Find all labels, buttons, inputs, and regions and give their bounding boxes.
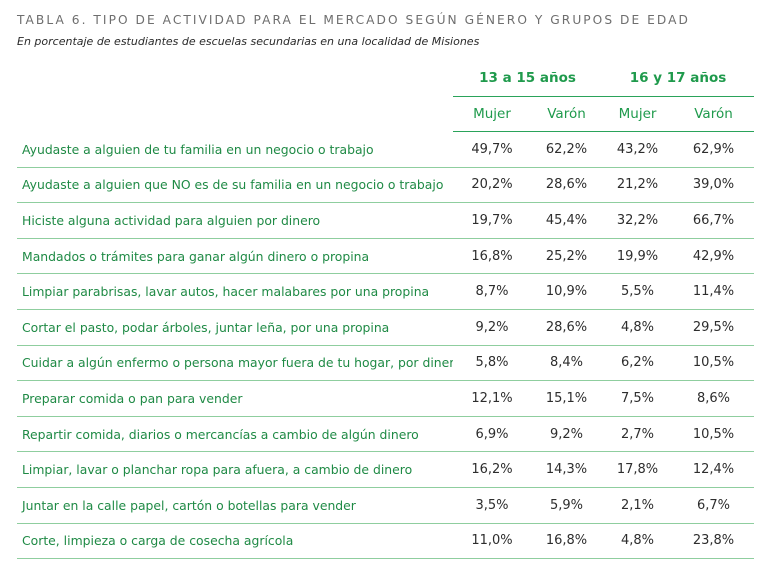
value-cell: 2,7% [602, 416, 674, 453]
table-row: Ayudaste a alguien que NO es de su famil… [17, 167, 755, 204]
row-label: Limpiar, lavar o planchar ropa para afue… [17, 451, 453, 488]
data-table: 13 a 15 años 16 y 17 años Mujer Varón Mu… [17, 60, 755, 560]
row-label: Juntar en la calle papel, cartón o botel… [17, 487, 453, 524]
group-header-13-15: 13 a 15 años [453, 60, 603, 97]
value-cell: 3,5% [453, 487, 531, 524]
subheader-row: Mujer Varón Mujer Varón [17, 96, 755, 132]
value-cell: 16,2% [453, 451, 531, 488]
table-subtitle: En porcentaje de estudiantes de escuelas… [17, 35, 480, 48]
value-cell: 10,5% [673, 345, 755, 382]
row-label: Preparar comida o pan para vender [17, 380, 453, 417]
value-cell: 15,1% [531, 380, 603, 417]
value-cell: 29,5% [673, 309, 755, 346]
value-cell: 39,0% [673, 167, 755, 204]
table-row: Cortar el pasto, podar árboles, juntar l… [17, 309, 755, 346]
subheader-mujer-1: Mujer [453, 96, 531, 132]
value-cell: 32,2% [602, 202, 674, 239]
value-cell: 43,2% [602, 131, 674, 168]
table-row: Cuidar a algún enfermo o persona mayor f… [17, 345, 755, 382]
table-row: Ayudaste a alguien de tu familia en un n… [17, 131, 755, 168]
value-cell: 16,8% [453, 238, 531, 275]
row-label: Mandados o trámites para ganar algún din… [17, 238, 453, 275]
table-row: Juntar en la calle papel, cartón o botel… [17, 487, 755, 524]
value-cell: 11,0% [453, 523, 531, 560]
value-cell: 16,8% [531, 523, 603, 560]
value-cell: 4,8% [602, 309, 674, 346]
value-cell: 19,7% [453, 202, 531, 239]
value-cell: 19,9% [602, 238, 674, 275]
table-body: Ayudaste a alguien de tu familia en un n… [17, 131, 755, 560]
value-cell: 9,2% [453, 309, 531, 346]
row-label: Ayudaste a alguien que NO es de su famil… [17, 167, 453, 204]
value-cell: 45,4% [531, 202, 603, 239]
table-row: Corte, limpieza o carga de cosecha agríc… [17, 523, 755, 560]
value-cell: 5,8% [453, 345, 531, 382]
row-label: Limpiar parabrisas, lavar autos, hacer m… [17, 273, 453, 310]
table-row: Limpiar parabrisas, lavar autos, hacer m… [17, 273, 755, 310]
value-cell: 10,9% [531, 273, 603, 310]
empty-corner-cell [17, 60, 453, 97]
table-row: Preparar comida o pan para vender 12,1% 15… [17, 380, 755, 417]
value-cell: 10,5% [673, 416, 755, 453]
table-title: TABLA 6. TIPO DE ACTIVIDAD PARA EL MERCA… [17, 13, 690, 27]
value-cell: 66,7% [673, 202, 755, 239]
value-cell: 8,4% [531, 345, 603, 382]
subheader-varon-1: Varón [531, 96, 603, 132]
value-cell: 28,6% [531, 309, 603, 346]
value-cell: 12,1% [453, 380, 531, 417]
value-cell: 8,6% [673, 380, 755, 417]
value-cell: 25,2% [531, 238, 603, 275]
value-cell: 7,5% [602, 380, 674, 417]
row-label: Cortar el pasto, podar árboles, juntar l… [17, 309, 453, 346]
table-row: Limpiar, lavar o planchar ropa para afue… [17, 451, 755, 488]
row-label: Cuidar a algún enfermo o persona mayor f… [17, 345, 453, 382]
table-row: Hiciste alguna actividad para alguien po… [17, 202, 755, 239]
value-cell: 6,2% [602, 345, 674, 382]
value-cell: 62,2% [531, 131, 603, 168]
value-cell: 23,8% [673, 523, 755, 560]
value-cell: 6,9% [453, 416, 531, 453]
group-header-row: 13 a 15 años 16 y 17 años [17, 60, 755, 97]
value-cell: 4,8% [602, 523, 674, 560]
value-cell: 42,9% [673, 238, 755, 275]
row-label: Repartir comida, diarios o mercancías a … [17, 416, 453, 453]
value-cell: 62,9% [673, 131, 755, 168]
subheader-varon-2: Varón [673, 96, 755, 132]
value-cell: 9,2% [531, 416, 603, 453]
value-cell: 12,4% [673, 451, 755, 488]
table-row: Mandados o trámites para ganar algún din… [17, 238, 755, 275]
row-label: Ayudaste a alguien de tu familia en un n… [17, 131, 453, 168]
value-cell: 21,2% [602, 167, 674, 204]
value-cell: 28,6% [531, 167, 603, 204]
value-cell: 11,4% [673, 273, 755, 310]
group-header-16-17: 16 y 17 años [602, 60, 755, 97]
value-cell: 17,8% [602, 451, 674, 488]
table-row: Repartir comida, diarios o mercancías a … [17, 416, 755, 453]
value-cell: 5,9% [531, 487, 603, 524]
value-cell: 5,5% [602, 273, 674, 310]
value-cell: 6,7% [673, 487, 755, 524]
value-cell: 2,1% [602, 487, 674, 524]
row-label: Hiciste alguna actividad para alguien po… [17, 202, 453, 239]
value-cell: 20,2% [453, 167, 531, 204]
value-cell: 14,3% [531, 451, 603, 488]
value-cell: 49,7% [453, 131, 531, 168]
empty-label-cell [17, 97, 453, 132]
row-label: Corte, limpieza o carga de cosecha agríc… [17, 523, 453, 560]
value-cell: 8,7% [453, 273, 531, 310]
subheader-mujer-2: Mujer [602, 96, 674, 132]
